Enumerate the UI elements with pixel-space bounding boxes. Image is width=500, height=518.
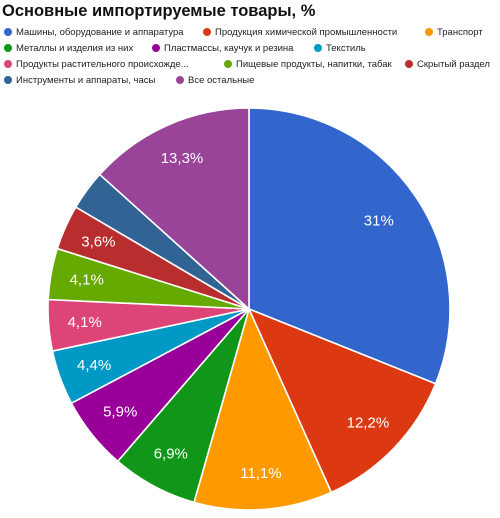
- legend-label: Текстиль: [326, 42, 366, 54]
- legend-label: Пластмассы, каучук и резина: [164, 42, 294, 54]
- legend-swatch: [425, 28, 433, 36]
- slice-label: 31%: [364, 213, 394, 230]
- legend-label: Пищевые продукты, напитки, табак: [236, 58, 392, 70]
- legend-swatch: [4, 76, 12, 84]
- slice-label: 4,4%: [77, 357, 111, 374]
- legend-label: Машины, оборудование и аппаратура: [16, 26, 184, 38]
- legend-item[interactable]: Пластмассы, каучук и резина: [152, 42, 293, 54]
- chart-legend: Машины, оборудование и аппаратура Продукц…: [4, 26, 498, 88]
- slice-label: 6,9%: [154, 446, 188, 463]
- chart-title: Основные импортируемые товары, %: [2, 2, 316, 20]
- legend-label: Продукция химической промышленности: [215, 26, 398, 38]
- legend-swatch: [405, 60, 413, 68]
- pie-slice[interactable]: [98, 107, 250, 311]
- legend-item[interactable]: Инструменты и аппараты, часы: [4, 74, 155, 86]
- slice-label: 4,1%: [68, 314, 102, 331]
- legend-swatch: [4, 60, 12, 68]
- legend-item[interactable]: Все остальные: [176, 74, 254, 86]
- legend-item[interactable]: Транспорт: [425, 26, 483, 38]
- legend-swatch: [4, 28, 12, 36]
- legend-swatch: [203, 28, 211, 36]
- pie-slice[interactable]: [248, 107, 451, 385]
- legend-item[interactable]: Металлы и изделия из них: [4, 42, 133, 54]
- legend-item[interactable]: Текстиль: [314, 42, 366, 54]
- slice-label: 13,3%: [161, 150, 204, 167]
- slice-label: 11,1%: [240, 465, 281, 482]
- legend-label: Инструменты и аппараты, часы: [16, 74, 156, 86]
- legend-swatch: [4, 44, 12, 52]
- legend-item[interactable]: Пищевые продукты, напитки, табак: [224, 58, 392, 70]
- legend-swatch: [224, 60, 232, 68]
- legend-item[interactable]: Продукция химической промышленности: [203, 26, 397, 38]
- legend-label: Скрытый раздел: [417, 58, 490, 70]
- legend-label: Продукты растительного происхожде...: [16, 58, 189, 70]
- legend-item[interactable]: Скрытый раздел: [405, 58, 490, 70]
- legend-swatch: [152, 44, 160, 52]
- legend-label: Все остальные: [188, 74, 255, 86]
- slice-label: 4,1%: [70, 272, 104, 289]
- legend-label: Транспорт: [437, 26, 483, 38]
- legend-item[interactable]: Машины, оборудование и аппаратура: [4, 26, 184, 38]
- slice-label: 12,2%: [347, 415, 390, 432]
- legend-label: Металлы и изделия из них: [16, 42, 134, 54]
- legend-swatch: [314, 44, 322, 52]
- legend-swatch: [176, 76, 184, 84]
- legend-item[interactable]: Продукты растительного происхожде...: [4, 58, 189, 70]
- slice-label: 3,6%: [81, 234, 115, 251]
- slice-label: 5,9%: [103, 403, 137, 420]
- pie-slice[interactable]: [193, 306, 333, 511]
- pie-slice[interactable]: [247, 307, 437, 494]
